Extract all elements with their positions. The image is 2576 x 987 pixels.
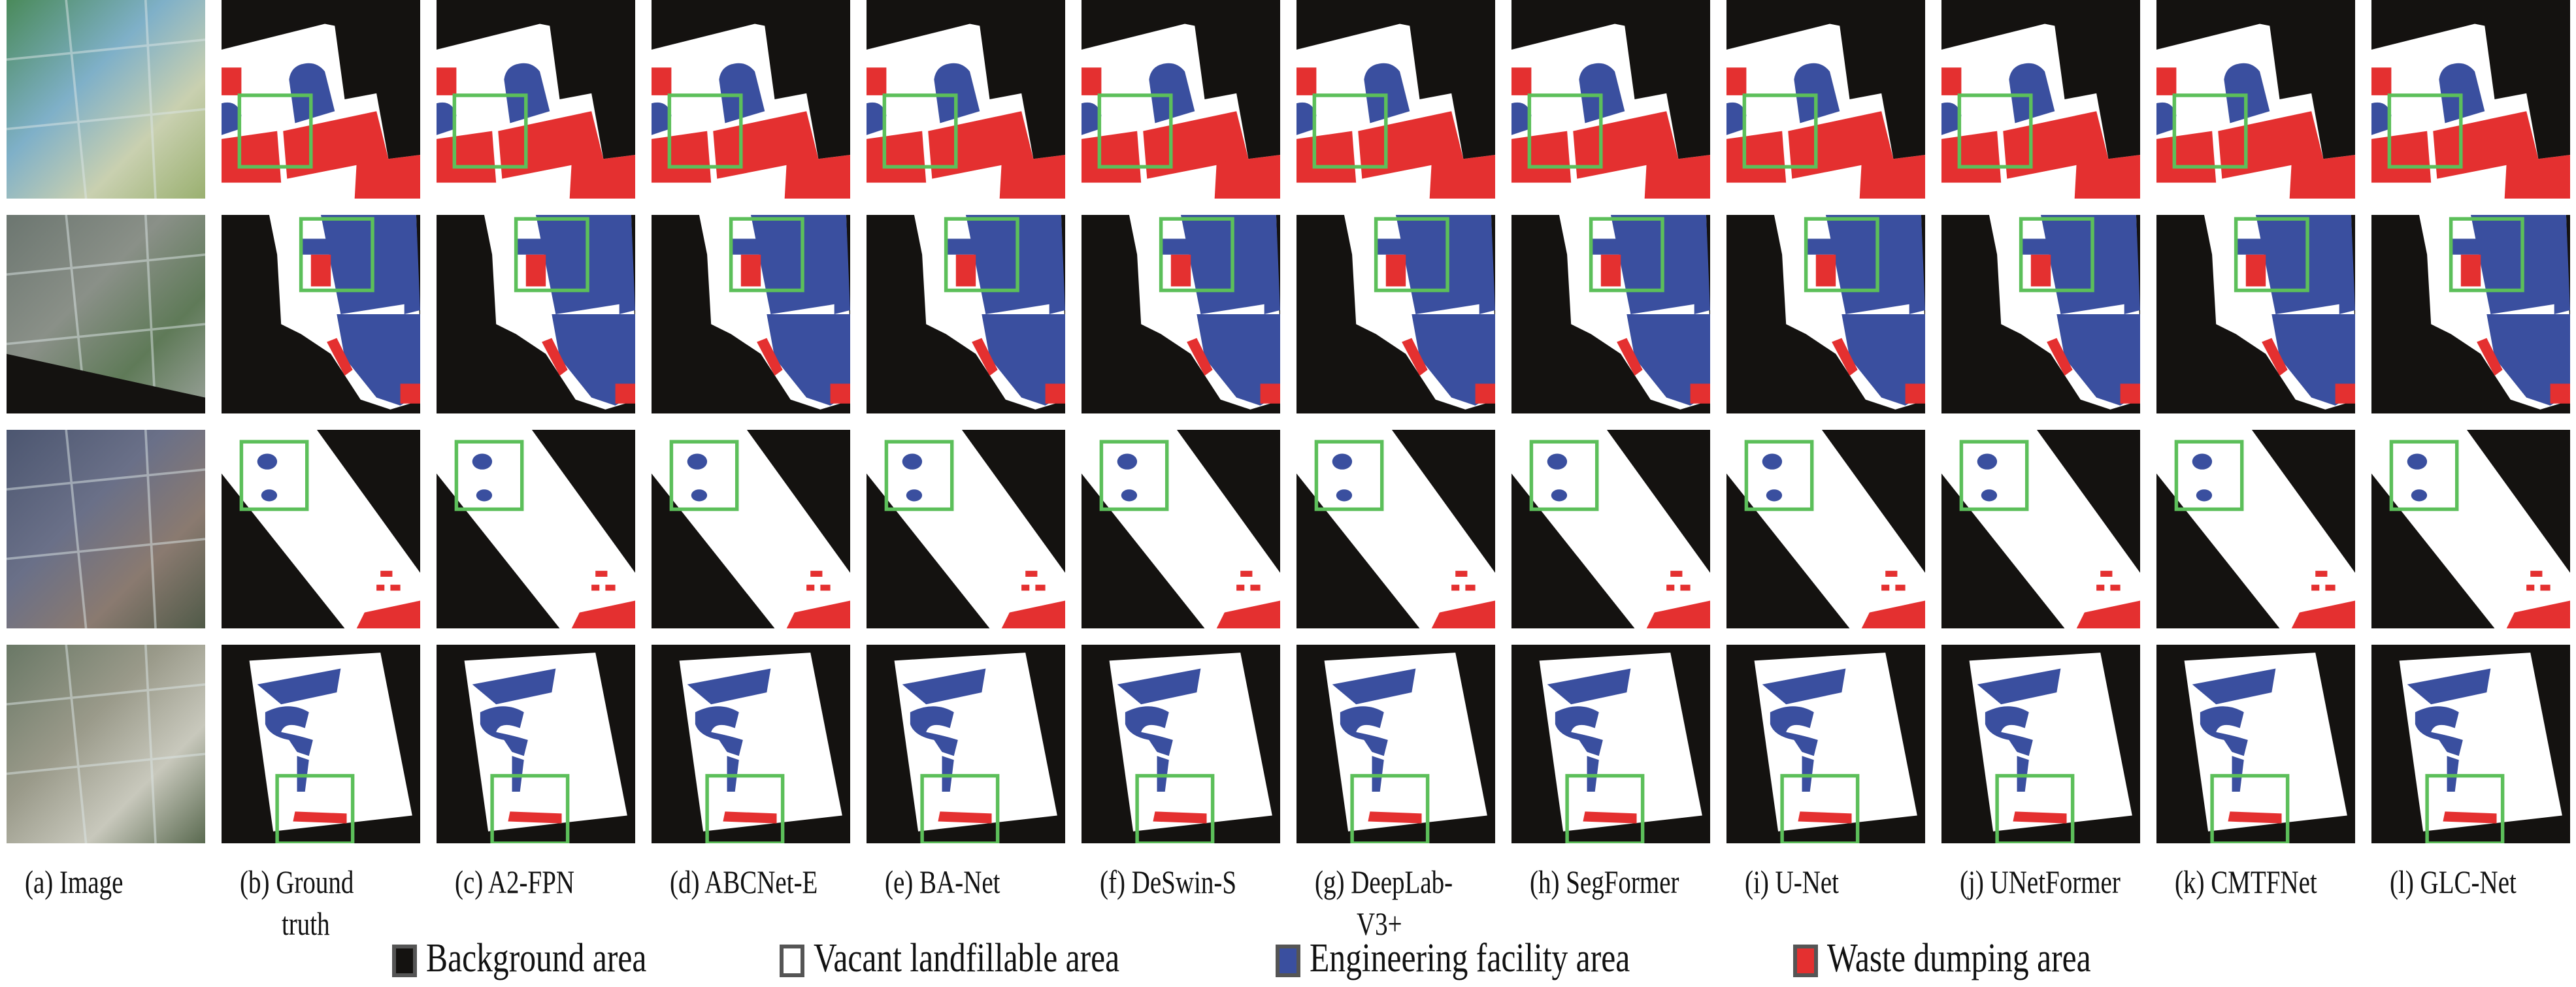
satellite-image-tile: [7, 0, 205, 199]
column-label: (h) SegFormer: [1530, 861, 1679, 903]
segmentation-mask-tile: [1726, 645, 1925, 843]
column-label-line2: V3+: [1356, 905, 1402, 942]
segmentation-mask-tile: [652, 215, 850, 413]
segmentation-mask-tile: [1941, 645, 2140, 843]
segmentation-mask-tile: [2156, 430, 2355, 628]
segmentation-mask-tile: [1726, 0, 1925, 199]
column-label: (c) A2-FPN: [455, 861, 574, 903]
column-label-line2: truth: [281, 905, 330, 942]
column-label: (b) Ground truth: [240, 861, 354, 945]
segmentation-mask-tile: [437, 430, 635, 628]
segmentation-mask-tile: [2156, 0, 2355, 199]
column-label-line1: (f) DeSwin-S: [1100, 864, 1237, 900]
column-label-line1: (j) UNetFormer: [1960, 864, 2121, 900]
legend-swatch-engineering: [1276, 945, 1300, 977]
legend-label: Engineering facility area: [1310, 936, 1630, 980]
legend-swatch-waste: [1793, 945, 1818, 977]
segmentation-mask-tile: [1296, 0, 1495, 199]
column-label: (l) GLC-Net: [2390, 861, 2517, 903]
column-label: (e) BA-Net: [885, 861, 1000, 903]
segmentation-mask-tile: [1082, 0, 1280, 199]
column-label: (j) UNetFormer: [1960, 861, 2121, 903]
segmentation-mask-tile: [1082, 645, 1280, 843]
segmentation-mask-tile: [2371, 430, 2570, 628]
column-label-line1: (c) A2-FPN: [455, 864, 575, 900]
column-label-line1: (l) GLC-Net: [2390, 864, 2517, 900]
segmentation-mask-tile: [652, 430, 850, 628]
segmentation-mask-tile: [1082, 430, 1280, 628]
column-label-line1: (b) Ground: [240, 864, 354, 900]
segmentation-mask-tile: [867, 0, 1065, 199]
segmentation-mask-tile: [437, 645, 635, 843]
column-label-line1: (a) Image: [25, 864, 124, 900]
column-label: (a) Image: [25, 861, 123, 903]
legend-swatch-vacant: [780, 945, 804, 977]
column-label-line1: (d) ABCNet-E: [670, 864, 818, 900]
segmentation-mask-tile: [867, 215, 1065, 413]
column-label: (k) CMTFNet: [2175, 861, 2317, 903]
column-label-line1: (e) BA-Net: [885, 864, 1000, 900]
segmentation-mask-tile: [2371, 645, 2570, 843]
segmentation-mask-tile: [437, 215, 635, 413]
column-label: (g) DeepLab- V3+: [1315, 861, 1453, 945]
column-label-line1: (k) CMTFNet: [2175, 864, 2317, 900]
segmentation-mask-tile: [2156, 215, 2355, 413]
segmentation-mask-tile: [867, 645, 1065, 843]
segmentation-mask-tile: [1511, 215, 1710, 413]
segmentation-mask-tile: [2371, 0, 2570, 199]
segmentation-mask-tile: [652, 0, 850, 199]
satellite-image-tile: [7, 215, 205, 413]
segmentation-mask-tile: [222, 430, 420, 628]
column-label-line1: (i) U-Net: [1745, 864, 1840, 900]
segmentation-mask-tile: [1941, 0, 2140, 199]
segmentation-mask-tile: [867, 430, 1065, 628]
segmentation-mask-tile: [1296, 645, 1495, 843]
segmentation-mask-tile: [1296, 215, 1495, 413]
column-label: (d) ABCNet-E: [670, 861, 817, 903]
column-label-line1: (h) SegFormer: [1530, 864, 1679, 900]
segmentation-mask-tile: [1082, 215, 1280, 413]
segmentation-mask-tile: [1511, 0, 1710, 199]
segmentation-mask-tile: [652, 645, 850, 843]
column-label: (i) U-Net: [1745, 861, 1839, 903]
column-label-line1: (g) DeepLab-: [1315, 864, 1453, 900]
column-label: (f) DeSwin-S: [1100, 861, 1236, 903]
segmentation-mask-tile: [1941, 215, 2140, 413]
legend-label: Background area: [426, 936, 647, 980]
segmentation-mask-tile: [437, 0, 635, 199]
segmentation-mask-tile: [222, 0, 420, 199]
satellite-image-tile: [7, 645, 205, 843]
segmentation-mask-tile: [222, 645, 420, 843]
satellite-image-tile: [7, 430, 205, 628]
legend-label: Waste dumping area: [1827, 936, 2091, 980]
segmentation-mask-tile: [1941, 430, 2140, 628]
segmentation-mask-tile: [222, 215, 420, 413]
segmentation-mask-tile: [1726, 215, 1925, 413]
legend-label: Vacant landfillable area: [814, 936, 1120, 980]
segmentation-mask-tile: [1511, 645, 1710, 843]
segmentation-mask-tile: [1511, 430, 1710, 628]
legend-swatch-background: [392, 945, 417, 977]
segmentation-mask-tile: [1296, 430, 1495, 628]
segmentation-mask-tile: [1726, 430, 1925, 628]
segmentation-mask-tile: [2371, 215, 2570, 413]
segmentation-mask-tile: [2156, 645, 2355, 843]
